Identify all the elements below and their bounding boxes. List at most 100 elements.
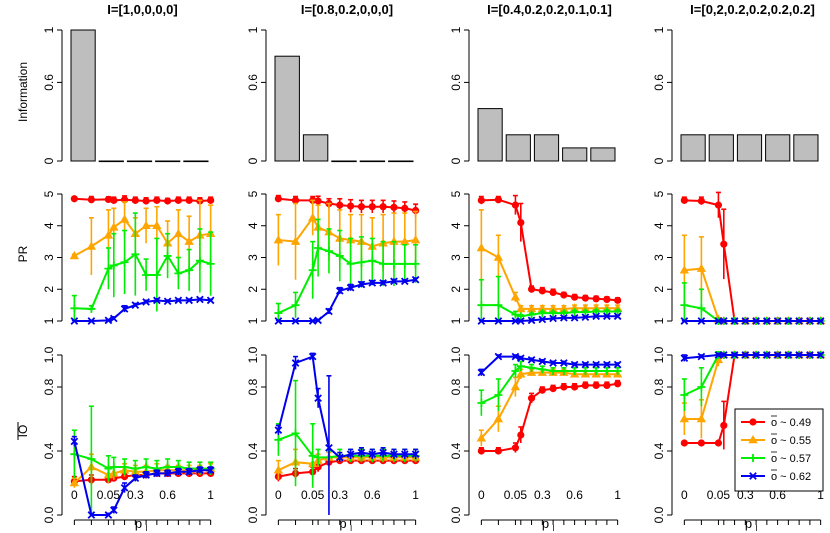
point-cross (752, 317, 760, 325)
point-plus (602, 367, 611, 375)
legend-label: o ~ 0.55 (771, 435, 811, 447)
point-cross (104, 316, 113, 325)
point-cross (795, 351, 803, 359)
point-cross (816, 351, 825, 359)
point-cross (560, 359, 568, 367)
point-cross (741, 317, 750, 325)
y-tick-label: 4 (42, 222, 56, 229)
point-triangle (184, 236, 194, 245)
y-tick-label: 0.6 (449, 74, 463, 91)
point-circle (538, 386, 546, 394)
x-tick-label: 0.05 (97, 488, 121, 502)
point-cross (784, 351, 793, 359)
point-plus (613, 367, 622, 375)
point-plus (549, 309, 558, 318)
point-circle (614, 380, 622, 388)
point-circle (517, 218, 525, 227)
point-cross (174, 467, 183, 476)
point-triangle (173, 228, 184, 237)
point-cross (274, 317, 283, 325)
point-circle (571, 383, 579, 391)
point-cross (773, 351, 782, 359)
point-cross (581, 360, 590, 369)
point-circle (571, 293, 579, 301)
info-bar (126, 160, 153, 163)
info-bar (708, 134, 734, 162)
point-circle (379, 203, 387, 211)
point-cross (163, 297, 172, 306)
y-tick-label: 0.4 (246, 442, 260, 459)
point-triangle (273, 465, 284, 474)
point-cross (291, 359, 300, 367)
point-triangle (748, 434, 758, 444)
point-cross (592, 360, 600, 369)
info-bar (274, 55, 300, 162)
point-cross (603, 312, 611, 321)
point-cross (308, 352, 317, 361)
y-tick-label: 1 (246, 317, 260, 324)
point-circle (368, 203, 376, 211)
y-tick-label: 2 (652, 286, 666, 293)
point-cross (379, 279, 387, 287)
point-circle (274, 195, 282, 203)
point-cross (70, 437, 79, 446)
info-bar (183, 160, 209, 163)
point-plus (516, 362, 525, 371)
y-tick-label: 0.6 (42, 74, 56, 91)
point-plus (516, 312, 525, 321)
point-plus (308, 451, 317, 460)
y-tick-label: 5 (652, 190, 666, 197)
point-circle (390, 203, 398, 211)
info-bar (98, 160, 124, 163)
legend: o ~ 0.49 o ~ 0.55 o ~ 0.57 o ~ 0.62 (734, 408, 824, 492)
point-triangle (510, 292, 521, 301)
series-line (73, 218, 211, 257)
point-triangle (86, 241, 97, 250)
x-axis-title-subscript: I (350, 524, 352, 533)
point-cross (325, 307, 333, 316)
y-tick-label: 0.8 (449, 378, 463, 395)
point-cross (816, 317, 825, 325)
point-cross (274, 426, 283, 435)
point-cross (581, 313, 590, 322)
point-cross (379, 448, 387, 457)
point-plus (477, 399, 486, 407)
y-tick-label: 3 (652, 254, 666, 261)
point-triangle (308, 212, 318, 222)
point-cross (87, 511, 96, 519)
point-cross (680, 317, 689, 325)
point-cross (390, 277, 398, 286)
point-triangle (696, 263, 707, 272)
point-plus (511, 310, 520, 319)
point-triangle (476, 242, 487, 252)
point-cross (527, 316, 536, 325)
info-bar (477, 108, 503, 162)
point-circle (680, 196, 688, 204)
x-axis-title: p (135, 516, 142, 531)
point-triangle (119, 214, 130, 223)
point-plus (70, 304, 79, 313)
point-plus (511, 367, 520, 375)
point-circle (527, 394, 536, 402)
series-line (683, 354, 821, 396)
info-bar (388, 160, 414, 163)
point-plus (109, 463, 118, 471)
panel-title: I=[0,2,0.2,0.2,0.2,0.2] (690, 2, 815, 17)
point-cross (538, 357, 547, 366)
point-cross (477, 368, 486, 377)
y-tick-label: 3 (246, 254, 260, 261)
point-plus (680, 391, 689, 399)
point-cross (131, 301, 140, 309)
point-plus (87, 455, 96, 463)
point-cross (411, 450, 420, 459)
point-triangle (152, 220, 162, 230)
point-cross (806, 317, 814, 325)
point-cross (494, 352, 503, 361)
point-circle (153, 196, 161, 204)
point-circle (494, 196, 502, 204)
row-label-io: IO (16, 425, 30, 438)
point-cross (411, 275, 420, 284)
y-tick-label: 0 (42, 157, 56, 164)
point-plus (346, 259, 355, 268)
x-axis-title: p (339, 516, 346, 531)
